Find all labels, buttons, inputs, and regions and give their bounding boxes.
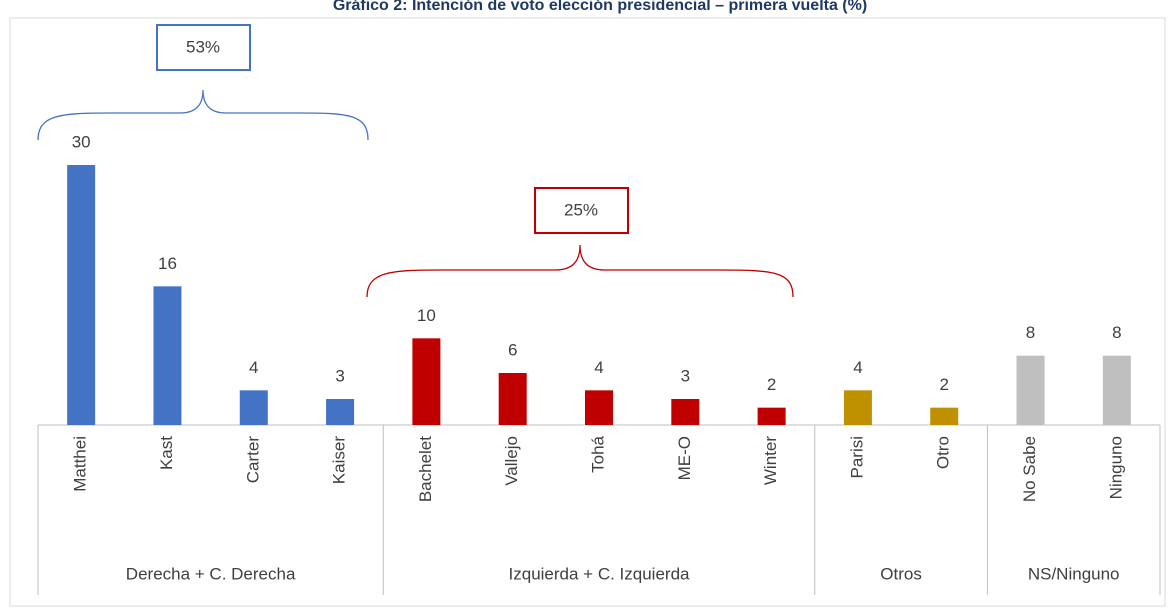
bar (67, 165, 96, 425)
x-tick-label: Winter (761, 436, 780, 485)
group-label: Otros (880, 564, 922, 583)
x-tick-label: Parisi (847, 436, 866, 479)
annotation-box (156, 24, 251, 71)
x-tick-label: Carter (243, 436, 262, 484)
chart-title: Gráfico 2: Intención de voto elección pr… (333, 0, 867, 14)
group-label: NS/Ninguno (1028, 564, 1120, 583)
bar (1102, 355, 1131, 425)
data-label: 3 (681, 366, 690, 385)
bar (671, 399, 700, 425)
annotation: 53% (186, 37, 220, 56)
annotation: 25% (564, 200, 598, 219)
data-label: 10 (417, 306, 436, 325)
bar (843, 390, 872, 425)
data-label: 2 (767, 375, 776, 394)
data-label: 16 (158, 254, 177, 273)
x-tick-label: Vallejo (502, 436, 521, 486)
bar (757, 407, 786, 425)
group-label: Derecha + C. Derecha (126, 564, 296, 583)
bar (930, 407, 959, 425)
bar (326, 399, 355, 425)
x-tick-label: Tohá (588, 435, 607, 472)
data-label: 30 (72, 132, 91, 151)
data-label: 4 (594, 358, 603, 377)
chart-border (9, 17, 1166, 607)
x-tick-label: No Sabe (1020, 436, 1039, 502)
data-label: 8 (1026, 323, 1035, 342)
data-label: 4 (853, 358, 862, 377)
data-label: 2 (939, 375, 948, 394)
x-tick-label: Bachelet (416, 436, 435, 502)
bar (239, 390, 268, 425)
brace (366, 244, 794, 298)
data-label: 3 (335, 366, 344, 385)
x-tick-label: Matthei (71, 436, 90, 492)
bar (412, 338, 441, 425)
annotation-box (534, 187, 629, 234)
x-tick-label: Ninguno (1106, 436, 1125, 499)
bar (1016, 355, 1045, 425)
data-label: 8 (1112, 323, 1121, 342)
x-tick-label: ME-O (675, 436, 694, 480)
x-tick-label: Kaiser (330, 436, 349, 485)
bar (498, 373, 527, 425)
x-tick-label: Kast (157, 436, 176, 470)
bar (153, 286, 182, 425)
brace (37, 89, 369, 141)
bar (585, 390, 613, 425)
group-label: Izquierda + C. Izquierda (509, 564, 691, 583)
x-tick-label: Otro (934, 436, 953, 469)
data-label: 6 (508, 340, 517, 359)
data-label: 4 (249, 358, 258, 377)
